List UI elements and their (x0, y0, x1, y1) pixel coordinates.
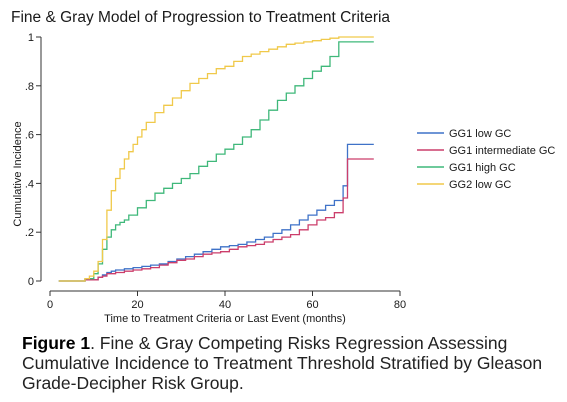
chart: Fine & Gray Model of Progression to Trea… (11, 9, 555, 325)
series-line-gg1-high-gc (58, 41, 374, 282)
series-line-gg1-low-gc (58, 143, 374, 282)
legend-label: GG1 intermediate GC (449, 145, 555, 157)
series-lines (58, 36, 374, 282)
series-line-gg1-intermediate-gc (58, 158, 374, 282)
legend-label: GG1 low GC (449, 128, 511, 140)
series-line-gg2-low-gc (58, 36, 374, 282)
legend-label: GG1 high GC (449, 162, 516, 174)
chart-title: Fine & Gray Model of Progression to Trea… (11, 9, 390, 26)
caption-label: Figure 1 (22, 333, 91, 353)
y-tick-label: 0 (28, 276, 34, 288)
y-tick-label: .4 (25, 178, 34, 190)
axes: 0 .2 .4 .6 .8 1 0 20 40 60 80 (25, 32, 406, 311)
x-axis-label: Time to Treatment Criteria or Last Event… (104, 313, 346, 325)
y-tick-label: .6 (25, 130, 34, 142)
x-tick-label: 60 (306, 299, 318, 311)
caption-text: . Fine & Gray Competing Risks Regression… (22, 333, 543, 393)
legend: GG1 low GC GG1 intermediate GC GG1 high GC… (417, 128, 555, 191)
x-tick-label: 80 (394, 299, 406, 311)
x-tick-label: 40 (219, 299, 231, 311)
figure-caption: Figure 1. Fine & Gray Competing Risks Re… (22, 333, 562, 393)
x-tick-label: 20 (131, 299, 143, 311)
x-tick-label: 0 (47, 299, 53, 311)
y-tick-label: 1 (28, 32, 34, 44)
y-tick-label: .2 (25, 227, 34, 239)
y-tick-label: .8 (25, 81, 34, 93)
legend-label: GG2 low GC (449, 179, 511, 191)
y-axis-label: Cumulative Incidence (12, 121, 24, 226)
